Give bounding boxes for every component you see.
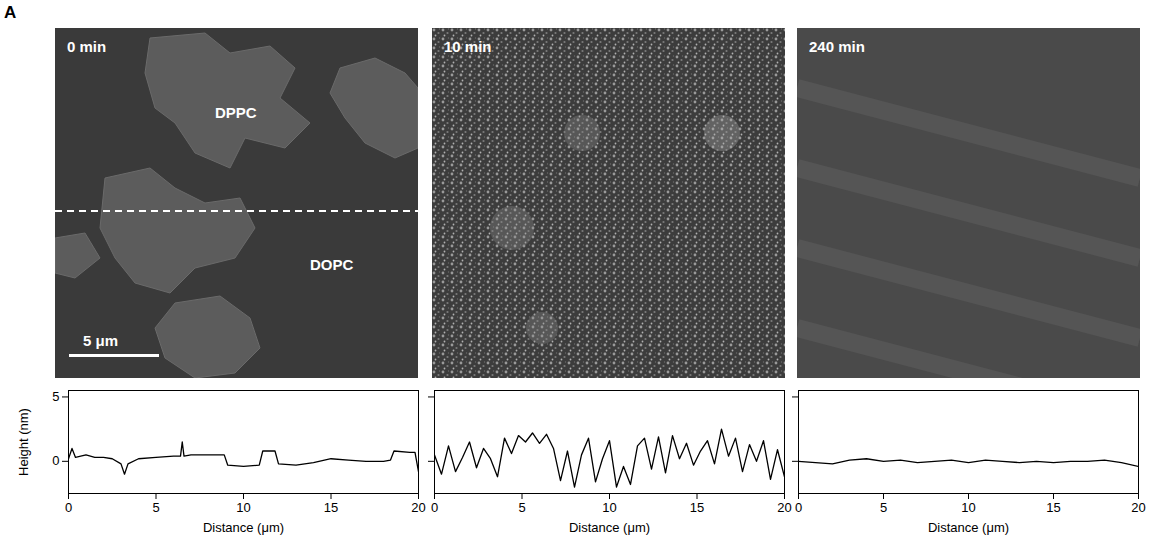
svg-text:0: 0 (65, 500, 72, 515)
svg-text:0 min: 0 min (67, 38, 106, 55)
svg-text:10: 10 (236, 500, 250, 515)
svg-text:5 μm: 5 μm (83, 332, 118, 349)
svg-text:DPPC: DPPC (215, 104, 257, 121)
svg-text:20: 20 (1131, 500, 1145, 515)
svg-text:5: 5 (52, 389, 59, 404)
svg-text:0: 0 (52, 453, 59, 468)
svg-text:DOPC: DOPC (310, 256, 354, 273)
svg-text:20: 20 (411, 500, 425, 515)
svg-text:5: 5 (880, 500, 887, 515)
svg-text:10: 10 (602, 500, 616, 515)
svg-text:240 min: 240 min (809, 38, 865, 55)
svg-text:10: 10 (961, 500, 975, 515)
svg-text:10 min: 10 min (444, 38, 492, 55)
svg-text:15: 15 (1046, 500, 1060, 515)
svg-text:A: A (4, 3, 16, 22)
svg-text:0: 0 (795, 500, 802, 515)
svg-text:5: 5 (152, 500, 159, 515)
svg-text:0: 0 (431, 500, 438, 515)
svg-text:15: 15 (324, 500, 338, 515)
svg-text:5: 5 (518, 500, 525, 515)
svg-text:20: 20 (777, 500, 791, 515)
svg-text:15: 15 (690, 500, 704, 515)
svg-text:Distance (μm): Distance (μm) (569, 520, 650, 535)
svg-text:Distance (μm): Distance (μm) (928, 520, 1009, 535)
svg-text:Distance (μm): Distance (μm) (203, 520, 284, 535)
svg-text:Height (nm): Height (nm) (16, 408, 31, 476)
